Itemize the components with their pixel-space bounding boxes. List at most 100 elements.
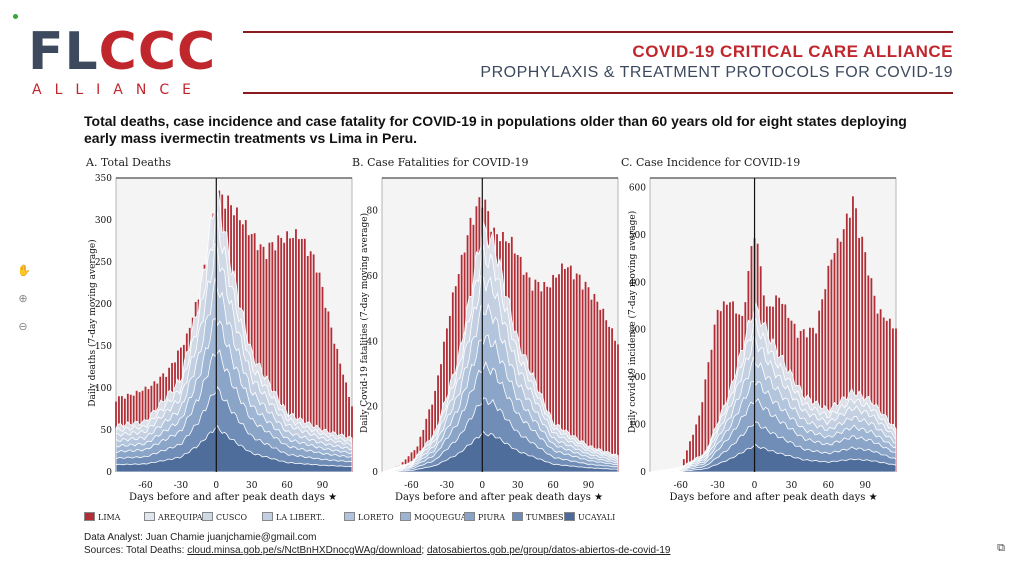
lima-bar [707,362,710,472]
zoom-out-icon[interactable]: ⊖ [18,321,28,333]
legend-label: CUSCO [216,513,248,522]
sources-line: Sources: Total Deaths: cloud.minsa.gob.p… [84,544,670,557]
x-tick-label: 0 [213,481,219,491]
legend-swatch [344,512,355,521]
lima-bar [581,289,584,472]
x-tick-label: 0 [752,481,758,491]
hand-icon[interactable]: ✋ [17,265,31,277]
legend: LIMA AREQUIPA CUSCO LA LIBERT.. LORETO MOQUEG… [84,512,624,524]
lima-bar [330,327,333,472]
y-tick-label: 0 [106,468,112,478]
lima-bar [692,434,694,472]
y-tick-label: 400 [629,278,646,288]
x-tick-label: -30 [710,481,725,491]
lima-bar [534,279,537,472]
panel-c-xlabel: Days before and after peak death days ★ [669,492,878,503]
lima-bar [716,309,719,472]
y-tick-label: 500 [629,231,646,241]
lima-bar [289,238,291,472]
y-tick-label: 300 [95,216,112,226]
y-tick-label: 600 [629,183,646,193]
lima-bar [348,397,350,472]
lima-bar [259,244,262,472]
x-tick-label: -30 [440,481,455,491]
lima-bar [312,254,315,472]
lima-bar [885,320,888,472]
lima-bar [695,424,698,472]
y-tick-label: 250 [95,258,112,268]
lima-bar [549,287,552,472]
province-area [381,430,619,473]
lima-bar [701,402,704,472]
source-link-minsa[interactable]: cloud.minsa.gob.pe/s/NctBnHXDnocgWAg/dow… [187,545,422,556]
lima-bar [303,238,306,472]
legend-swatch [144,512,155,521]
fullscreen-icon[interactable]: ⧉ [997,542,1005,554]
lima-bar [596,301,599,472]
x-tick-label: -60 [404,481,419,491]
lima-bar [318,272,321,472]
logo-text-ccc: CCC [98,22,217,82]
header-title: COVID-19 CRITICAL CARE ALLIANCE [632,42,953,61]
lima-bar [295,229,297,472]
lima-bar [256,250,259,472]
legend-swatch [202,512,213,521]
legend-item: AREQUIPA [144,512,203,522]
lima-bar [292,237,294,472]
legend-item: PIURA [464,512,505,522]
lima-bar [262,246,265,472]
panel-a-title: A. Total Deaths [86,156,172,169]
zoom-in-icon[interactable]: ⊕ [18,293,28,305]
x-tick-label: 90 [317,481,329,491]
y-tick-label: 100 [95,384,112,394]
lima-bar [268,242,271,472]
lima-bar [895,328,897,472]
lima-bar [867,275,870,472]
lima-bar [845,213,848,472]
lima-bar [280,237,283,472]
lima-bar [274,250,277,472]
x-tick-label: 60 [547,481,559,491]
lima-bar [713,324,716,472]
x-tick-label: 90 [860,481,872,491]
x-tick-label: 90 [583,481,595,491]
lima-bar [578,274,581,472]
panel-a-xlabel: Days before and after peak death days ★ [128,492,338,503]
lima-bar [345,382,347,472]
legend-swatch [84,512,95,521]
y-tick-label: 200 [95,300,112,310]
legend-item: LORETO [344,512,394,522]
flccc-logo: FLCCC ALLIANCE [28,26,216,98]
legend-swatch [464,512,475,521]
lima-bar [833,252,836,472]
y-tick-label: 50 [101,426,113,436]
lima-bar [584,281,587,472]
figure-title: Total deaths, case incidence and case fa… [84,113,907,146]
legend-item: MOQUEGUA [400,512,467,522]
legend-label: AREQUIPA [158,513,203,522]
y-tick-label: 20 [367,403,379,413]
lima-bar [876,313,879,472]
sources-separator: ; [421,545,427,556]
legend-label: TUMBES [526,513,564,522]
province-area [115,424,353,473]
lima-bar [333,343,336,472]
legend-item: UCAYALI [564,512,615,522]
lima-bar [546,286,549,472]
lima-bar [593,293,596,472]
logo-subtext: ALLIANCE [32,82,204,98]
lima-bar [827,265,830,472]
y-tick-label: 200 [629,373,646,383]
analyst-credit: Data Analyst: Juan Chamie juanjchamie@gm… [84,532,317,543]
lima-bar [611,328,613,472]
source-link-datosabiertos[interactable]: datosabiertos.gob.pe/group/datos-abierto… [426,545,671,556]
x-tick-label: 30 [786,481,798,491]
lima-bar [558,274,560,472]
credits: Data Analyst: Juan Chamie juanjchamie@gm… [84,531,670,557]
lima-bar [873,295,876,472]
legend-swatch [400,512,411,521]
lima-bar [848,217,851,472]
province-area [649,443,897,473]
lima-bar [686,450,688,472]
logo-text-fl: FL [28,22,99,82]
